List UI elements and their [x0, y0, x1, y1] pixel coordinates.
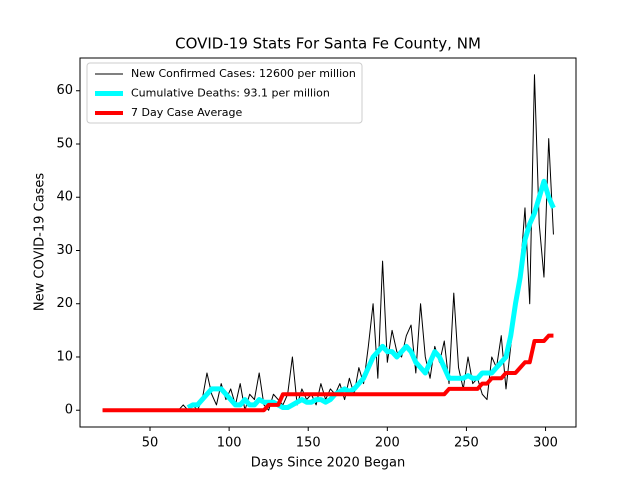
- y-tick-label: 60: [56, 83, 73, 98]
- legend-label: New Confirmed Cases: 12600 per million: [131, 67, 356, 80]
- x-tick-label: 100: [217, 436, 242, 451]
- x-tick-label: 250: [454, 436, 479, 451]
- legend-box: [86, 62, 363, 124]
- y-tick-label: 50: [56, 136, 73, 151]
- legend-label: Cumulative Deaths: 93.1 per million: [131, 87, 330, 100]
- chart-title: COVID-19 Stats For Santa Fe County, NM: [175, 35, 481, 53]
- x-tick-label: 300: [533, 436, 558, 451]
- y-tick-label: 40: [56, 190, 73, 205]
- y-tick-label: 10: [56, 349, 73, 364]
- x-tick-label: 50: [142, 436, 159, 451]
- x-tick-label: 200: [375, 436, 400, 451]
- legend-label: 7 Day Case Average: [131, 106, 243, 119]
- series-line: [102, 333, 554, 413]
- x-axis-label: Days Since 2020 Began: [251, 456, 406, 471]
- y-tick-label: 0: [65, 403, 73, 418]
- legend: New Confirmed Cases: 12600 per million Cu…: [86, 62, 363, 124]
- y-tick-label: 30: [56, 243, 73, 258]
- x-tick-label: 150: [296, 436, 321, 451]
- series-line: [186, 178, 556, 411]
- y-tick-label: 20: [56, 296, 73, 311]
- y-axis-label: New COVID-19 Cases: [33, 173, 48, 311]
- plot-frame: [79, 57, 577, 428]
